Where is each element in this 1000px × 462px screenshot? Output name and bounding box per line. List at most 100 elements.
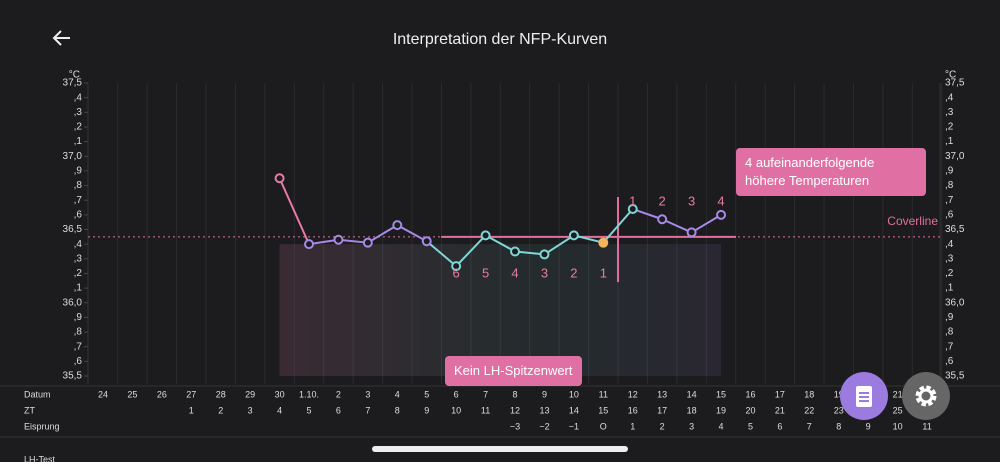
date-label: 12 bbox=[628, 389, 638, 399]
y-tick-label: ,7 bbox=[945, 341, 954, 352]
zt-label: 12 bbox=[510, 405, 520, 415]
date-label: 13 bbox=[657, 389, 667, 399]
temp-point bbox=[686, 227, 697, 238]
zt-label: 10 bbox=[451, 405, 461, 415]
temp-point bbox=[568, 230, 579, 241]
zt-label: 20 bbox=[745, 405, 755, 415]
count-label: 4 bbox=[511, 265, 518, 280]
eisprung-label: −2 bbox=[539, 421, 549, 431]
back-button[interactable] bbox=[52, 30, 70, 46]
count-label: 2 bbox=[570, 265, 577, 280]
date-label: 11 bbox=[599, 389, 608, 399]
count-label: 5 bbox=[482, 265, 489, 280]
count-label: 4 bbox=[717, 193, 724, 208]
shade bbox=[279, 244, 722, 376]
y-tick-label: 37,0 bbox=[945, 151, 965, 162]
lh-callout: Kein LH-Spitzenwert bbox=[445, 356, 582, 386]
eisprung-label: 1 bbox=[630, 421, 635, 431]
temp-point bbox=[627, 203, 638, 214]
notes-button[interactable] bbox=[840, 372, 888, 420]
zt-label: 23 bbox=[834, 405, 844, 415]
temp-point bbox=[304, 239, 315, 250]
zt-label: 16 bbox=[628, 405, 638, 415]
zt-label: 11 bbox=[481, 405, 490, 415]
date-label: 10 bbox=[569, 389, 579, 399]
row-label: LH-Test bbox=[24, 454, 56, 462]
zt-label: 8 bbox=[395, 405, 400, 415]
y-tick-label: ,6 bbox=[74, 209, 83, 220]
zt-label: 17 bbox=[657, 405, 667, 415]
zt-label: 13 bbox=[539, 405, 549, 415]
y-tick-label: ,3 bbox=[945, 253, 954, 264]
zt-label: 21 bbox=[775, 405, 785, 415]
temp-segment bbox=[426, 240, 457, 267]
temp-point bbox=[392, 220, 403, 231]
temp-segment bbox=[543, 234, 575, 256]
y-tick-label: ,1 bbox=[945, 136, 954, 147]
eisprung-label: −3 bbox=[510, 421, 520, 431]
zt-label: 5 bbox=[307, 405, 312, 415]
high-callout: 4 aufeinanderfolgende höhere Temperature… bbox=[736, 148, 926, 196]
zt-label: 22 bbox=[804, 405, 814, 415]
date-label: 14 bbox=[687, 389, 697, 399]
date-label: 4 bbox=[395, 389, 400, 399]
y-tick-label: ,4 bbox=[74, 92, 83, 103]
eisprung-label: 4 bbox=[719, 421, 724, 431]
y-tick-label: ,9 bbox=[945, 312, 954, 323]
temp-segment bbox=[396, 224, 428, 243]
date-label: 8 bbox=[513, 389, 518, 399]
settings-button[interactable] bbox=[902, 372, 950, 420]
y-tick-label: ,3 bbox=[74, 253, 83, 264]
y-tick-label: ,8 bbox=[945, 327, 954, 338]
eisprung-label: 6 bbox=[777, 421, 782, 431]
eisprung-label: O bbox=[600, 421, 607, 431]
y-tick-label: ,1 bbox=[945, 283, 954, 294]
row-label: Datum bbox=[24, 389, 51, 399]
date-label: 16 bbox=[745, 389, 755, 399]
y-tick-label: ,2 bbox=[945, 122, 954, 133]
temp-point bbox=[362, 237, 373, 248]
temp-point bbox=[480, 230, 491, 241]
y-unit: °C bbox=[945, 70, 956, 81]
date-label: 28 bbox=[216, 389, 226, 399]
gear-icon bbox=[915, 385, 937, 407]
y-tick-label: ,2 bbox=[74, 122, 83, 133]
coverline-label: Coverline bbox=[887, 214, 938, 228]
y-tick-label: 36,5 bbox=[945, 224, 965, 235]
y-tick-label: ,6 bbox=[74, 356, 83, 367]
zt-label: 9 bbox=[424, 405, 429, 415]
y-tick-label: ,1 bbox=[74, 136, 83, 147]
y-tick-label: ,7 bbox=[74, 195, 83, 206]
date-label: 27 bbox=[186, 389, 196, 399]
y-tick-label: ,9 bbox=[74, 312, 83, 323]
temp-point bbox=[657, 214, 668, 225]
y-tick-label: ,6 bbox=[945, 356, 954, 367]
eisprung-label: 11 bbox=[922, 421, 931, 431]
eisprung-label: 2 bbox=[660, 421, 665, 431]
row-label: ZT bbox=[24, 405, 35, 415]
y-tick-label: 35,5 bbox=[945, 371, 965, 382]
y-tick-label: ,1 bbox=[74, 283, 83, 294]
date-label: 7 bbox=[483, 389, 488, 399]
notes-icon bbox=[856, 386, 872, 407]
zt-label: 4 bbox=[277, 405, 282, 415]
date-label: 29 bbox=[245, 389, 255, 399]
zt-label: 19 bbox=[716, 405, 726, 415]
date-label: 17 bbox=[775, 389, 785, 399]
temp-segment bbox=[367, 224, 398, 244]
y-unit: °C bbox=[69, 70, 80, 81]
count-label: 3 bbox=[688, 193, 695, 208]
temp-segment bbox=[278, 177, 310, 245]
count-label: 3 bbox=[541, 265, 548, 280]
eisprung-label: 5 bbox=[748, 421, 753, 431]
temp-point bbox=[451, 261, 462, 272]
temp-point bbox=[510, 246, 521, 257]
y-tick-label: ,4 bbox=[74, 239, 83, 250]
y-tick-label: 35,5 bbox=[63, 371, 83, 382]
date-label: 24 bbox=[98, 389, 108, 399]
y-tick-label: ,8 bbox=[74, 327, 83, 338]
temp-point bbox=[421, 236, 432, 247]
y-tick-label: ,3 bbox=[945, 107, 954, 118]
zt-label: 14 bbox=[569, 405, 579, 415]
